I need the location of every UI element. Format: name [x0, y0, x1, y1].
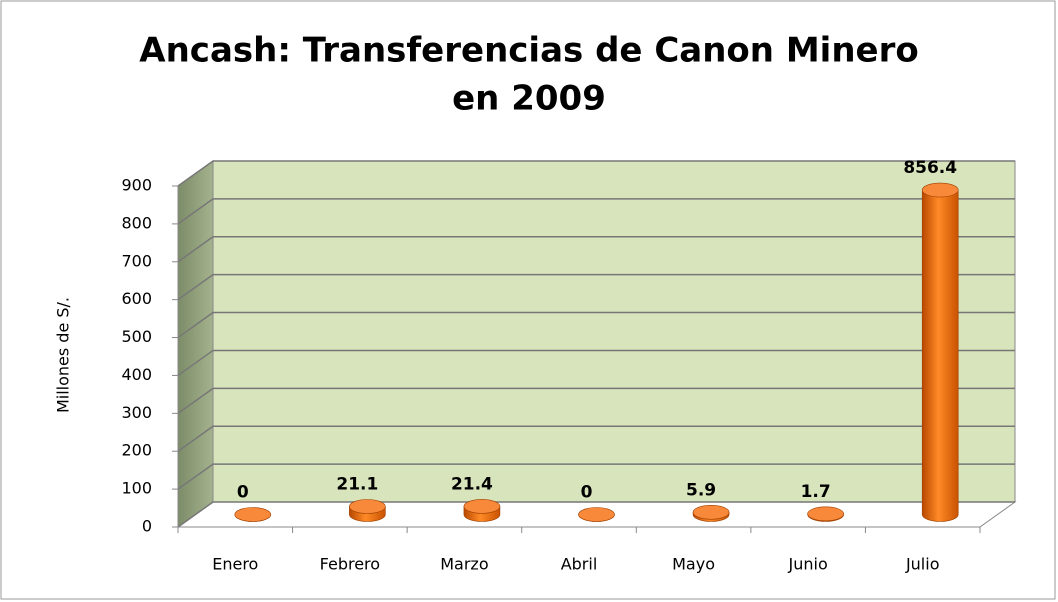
- grid-line: [177, 349, 1015, 377]
- y-tick-label: 0: [142, 517, 152, 536]
- bar: [921, 189, 959, 522]
- y-tick-label: 400: [121, 365, 152, 384]
- grid-line: [177, 236, 1015, 263]
- y-tick-label: 500: [121, 327, 152, 346]
- data-label: 21.1: [336, 475, 378, 495]
- grid-line: [177, 311, 1015, 339]
- x-tick-label: Junio: [788, 555, 828, 574]
- data-label: 0: [581, 483, 593, 503]
- bar-top: [349, 499, 386, 514]
- x-tick-label: Enero: [212, 555, 258, 574]
- y-tick-label: 200: [121, 441, 152, 460]
- bar-top: [807, 506, 844, 522]
- x-tick-label: Abril: [561, 555, 598, 574]
- chart-title: Ancash: Transferencias de Canon Minero: [139, 31, 918, 71]
- data-label: 5.9: [686, 480, 716, 500]
- x-tick-label: Mayo: [672, 555, 715, 574]
- grid-line: [177, 425, 1015, 452]
- bar-top: [463, 499, 501, 514]
- data-label: 21.4: [451, 474, 493, 494]
- back-wall: [212, 160, 1016, 503]
- grid-line: [177, 160, 1015, 187]
- y-tick-label: 700: [121, 251, 152, 270]
- y-tick-label: 300: [121, 403, 152, 422]
- data-label: 1.7: [801, 482, 831, 502]
- y-tick-label: 100: [121, 479, 152, 498]
- bar-top: [578, 507, 615, 522]
- x-tick-label: Febrero: [320, 555, 380, 574]
- grid-line: [177, 198, 1015, 225]
- bar-top: [234, 507, 272, 522]
- data-label: 0: [237, 483, 249, 503]
- chart-title: en 2009: [452, 79, 606, 119]
- data-label: 856.4: [903, 158, 957, 178]
- bar-top: [692, 504, 730, 520]
- grid-line: [177, 273, 1015, 301]
- bar-top: [921, 182, 959, 198]
- y-axis-label: Millones de S/.: [54, 297, 73, 413]
- x-tick-label: Julio: [905, 555, 940, 574]
- y-tick-label: 900: [121, 176, 152, 195]
- grid-line: [177, 501, 1015, 528]
- grid-line: [177, 463, 1015, 490]
- y-tick-label: 800: [121, 213, 152, 232]
- grid-line: [177, 387, 1015, 414]
- side-wall: [177, 160, 214, 528]
- x-tick-label: Marzo: [440, 555, 488, 574]
- y-tick-label: 600: [121, 289, 152, 308]
